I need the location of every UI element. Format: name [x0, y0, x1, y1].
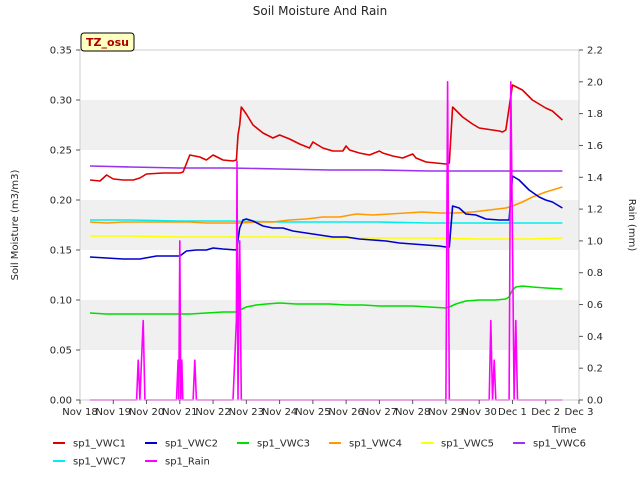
series-line-sp1_VWC5 — [90, 235, 563, 240]
legend-label: sp1_VWC7 — [73, 457, 126, 468]
site-badge: TZ_osu — [80, 32, 135, 52]
series-line-sp1_VWC3 — [89, 285, 563, 315]
band-3 — [80, 200, 579, 250]
x-tick-label: Nov 20 — [129, 407, 164, 418]
series-line-sp1_VWC1 — [89, 84, 563, 182]
legend-label: sp1_VWC5 — [441, 439, 494, 450]
y2-axis-label: Rain (mm) — [626, 199, 637, 252]
y-tick-label: 0.00 — [50, 396, 72, 407]
x-tick-label: Nov 30 — [461, 407, 496, 418]
y-tick-label: 0.10 — [50, 296, 72, 307]
x-tick-label: Nov 28 — [395, 407, 430, 418]
band-5 — [80, 100, 579, 150]
x-tick-label: Nov 19 — [96, 407, 131, 418]
series-line-sp1_VWC4 — [89, 186, 563, 224]
y2-tick-label: 0.0 — [587, 396, 603, 407]
x-tick-label: Nov 25 — [295, 407, 330, 418]
y2-tick-label: 1.6 — [587, 141, 603, 152]
x-tick-label: Dec 2 — [531, 407, 560, 418]
legend-label: sp1_VWC6 — [533, 439, 586, 450]
y-tick-label: 0.30 — [50, 96, 72, 107]
series-line-sp1_VWC7 — [90, 219, 563, 224]
legend: sp1_VWC1 sp1_VWC2 sp1_VWC3 sp1_VWC4 sp1_VWC5… — [53, 439, 586, 468]
y-axis-left: 0.00 0.05 0.10 0.15 0.20 0.25 0.30 0.35 — [50, 46, 80, 407]
x-tick-label: Nov 24 — [262, 407, 297, 418]
y2-tick-label: 1.8 — [587, 109, 603, 120]
chart-title: Soil Moisture And Rain — [253, 4, 388, 18]
y-tick-label: 0.20 — [50, 196, 72, 207]
y-tick-label: 0.35 — [50, 46, 72, 57]
x-tick-label: Nov 23 — [229, 407, 264, 418]
series-line-sp1_VWC2 — [89, 175, 563, 260]
x-axis-label: Time — [551, 425, 576, 436]
y-axis-right: 0.0 0.2 0.4 0.6 0.8 1.0 1.2 1.4 1.6 1.8 2.0 2.2 — [579, 46, 603, 407]
y2-tick-label: 1.2 — [587, 205, 603, 216]
x-tick-label: Nov 18 — [62, 407, 97, 418]
legend-label: sp1_VWC3 — [257, 439, 310, 450]
y2-tick-label: 0.6 — [587, 300, 603, 311]
x-tick-label: Nov 21 — [162, 407, 197, 418]
x-tick-label: Dec 3 — [565, 407, 594, 418]
background-bands — [80, 100, 579, 350]
band-1 — [80, 300, 579, 350]
x-tick-label: Nov 27 — [362, 407, 397, 418]
plot-frame — [79, 49, 580, 401]
y2-tick-label: 1.0 — [587, 236, 603, 247]
legend-label: sp1_VWC2 — [165, 439, 218, 450]
x-tick-label: Nov 29 — [428, 407, 463, 418]
y-tick-label: 0.25 — [50, 146, 72, 157]
x-tick-label: Nov 26 — [328, 407, 363, 418]
site-badge-text: TZ_osu — [86, 36, 129, 49]
y2-tick-label: 0.8 — [587, 268, 603, 279]
y-axis-label: Soil Moisture (m3/m3) — [10, 170, 21, 281]
legend-label: sp1_Rain — [165, 457, 210, 468]
series-line-sp1_VWC6 — [89, 165, 563, 172]
y2-tick-label: 0.4 — [587, 332, 603, 343]
x-tick-label: Dec 1 — [498, 407, 527, 418]
x-tick-label: Nov 22 — [195, 407, 230, 418]
site-badge-box — [80, 32, 135, 52]
legend-label: sp1_VWC1 — [73, 439, 126, 450]
y2-tick-label: 2.0 — [587, 77, 603, 88]
y2-tick-label: 2.2 — [587, 46, 603, 57]
y-tick-label: 0.05 — [50, 346, 72, 357]
y-tick-label: 0.15 — [50, 246, 72, 257]
y2-tick-label: 1.4 — [587, 173, 603, 184]
legend-label: sp1_VWC4 — [349, 439, 402, 450]
y2-tick-label: 0.2 — [587, 364, 603, 375]
